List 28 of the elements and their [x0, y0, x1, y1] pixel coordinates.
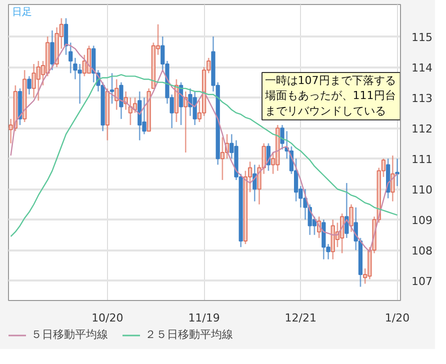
y-tick-label: 108 — [412, 244, 432, 258]
y-tick-label: 113 — [412, 92, 432, 106]
y-tick-label: 112 — [412, 122, 432, 136]
candlestick — [50, 30, 54, 71]
x-tick-label: 1/20 — [384, 312, 410, 324]
x-tick-label: 12/21 — [284, 312, 317, 324]
annotation: 場面もあったが、111円台 — [264, 89, 396, 102]
annotation: 日足 — [12, 6, 32, 18]
x-tick-label: 11/19 — [188, 312, 220, 324]
legend-label: ５日移動平均線 — [31, 327, 108, 342]
candlestick — [64, 18, 68, 56]
candlestick — [349, 204, 354, 232]
candlestick — [220, 136, 225, 181]
candlestick — [110, 72, 114, 104]
annotation: 一時は107円まで下落する — [264, 74, 396, 87]
legend-label: ２５日移動平均線 — [145, 327, 233, 342]
y-tick-label: 109 — [412, 214, 432, 228]
x-tick-label: 10/20 — [92, 312, 124, 324]
annotation: までリバウンドしている — [264, 104, 386, 118]
y-tick-label: 111 — [412, 153, 432, 166]
candlestick — [119, 82, 124, 120]
y-tick-label: 115 — [412, 31, 432, 44]
y-tick-label: 107 — [412, 275, 432, 288]
candlestick — [395, 158, 400, 187]
candlestick — [27, 76, 32, 96]
y-tick-label: 114 — [412, 62, 432, 75]
line-series — [10, 74, 398, 238]
y-tick-label: 110 — [412, 184, 432, 197]
